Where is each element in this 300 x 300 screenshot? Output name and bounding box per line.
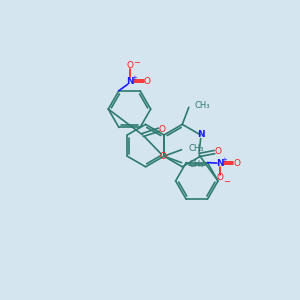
- Text: O: O: [160, 152, 167, 161]
- Text: −: −: [223, 177, 230, 186]
- Text: O: O: [214, 147, 221, 156]
- Text: N: N: [126, 77, 134, 86]
- Text: −: −: [133, 58, 140, 67]
- Text: O: O: [216, 173, 223, 182]
- Text: +: +: [221, 157, 227, 163]
- Text: O: O: [127, 61, 134, 70]
- Text: O: O: [159, 124, 166, 134]
- Text: N: N: [216, 159, 224, 168]
- Text: CH₃: CH₃: [188, 144, 204, 153]
- Text: N: N: [197, 130, 205, 140]
- Text: O: O: [233, 159, 240, 168]
- Text: CH₃: CH₃: [194, 101, 210, 110]
- Text: +: +: [132, 75, 137, 81]
- Text: CH₃: CH₃: [188, 160, 204, 169]
- Text: O: O: [144, 77, 151, 86]
